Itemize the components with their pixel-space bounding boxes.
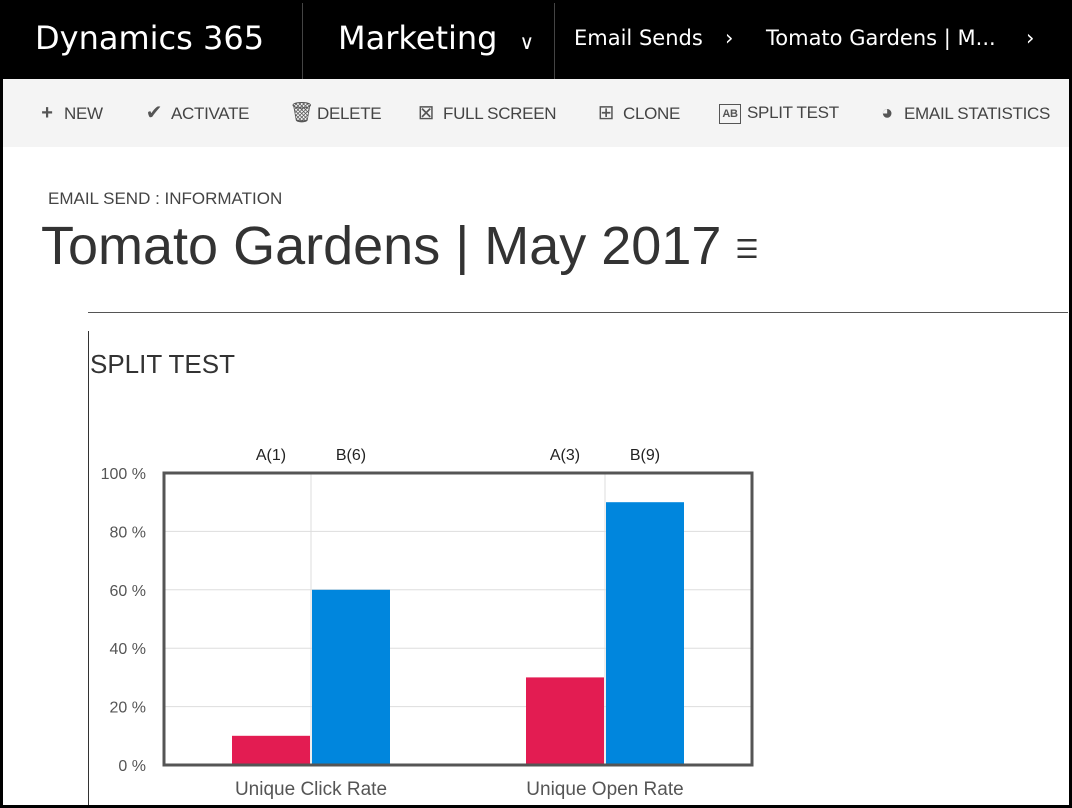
section-border xyxy=(88,331,89,805)
bar-top-label: A(1) xyxy=(256,447,286,464)
clone-icon: ⊞ xyxy=(597,102,615,124)
form-crumb: EMAIL SEND : INFORMATION xyxy=(48,189,283,208)
header-divider xyxy=(88,312,1068,313)
module-selector[interactable]: Marketing ∨ xyxy=(338,3,534,79)
breadcrumb-email-sends[interactable]: Email Sends xyxy=(574,26,703,50)
split-test-icon: AB xyxy=(719,103,741,124)
top-nav-bar: Dynamics 365 Marketing ∨ Email Sends › To… xyxy=(3,3,1069,79)
bar-top-label: B(9) xyxy=(630,447,660,464)
split-test-label: SPLIT TEST xyxy=(747,103,839,122)
bar xyxy=(312,589,390,765)
command-bar: + NEW ✔ ACTIVATE 🗑︎ DELETE ⊠ FULL SCREEN ⊞ CL… xyxy=(3,79,1069,147)
record-title: Tomato Gardens | May 2017 xyxy=(41,216,722,276)
section-title: SPLIT TEST xyxy=(90,349,235,379)
trash-icon: 🗑︎ xyxy=(289,102,315,124)
y-tick-label: 80 % xyxy=(110,524,146,541)
bar-top-label: A(3) xyxy=(550,447,580,464)
plus-icon: + xyxy=(41,102,53,124)
check-icon: ✔ xyxy=(145,102,163,124)
email-statistics-button[interactable]: ◕ EMAIL STATISTICS xyxy=(876,79,1050,147)
app-name[interactable]: Dynamics 365 xyxy=(35,19,265,57)
bar xyxy=(232,735,310,765)
chevron-down-icon: ∨ xyxy=(519,30,535,54)
y-tick-label: 60 % xyxy=(110,583,146,600)
page-title: Tomato Gardens | May 2017 ☰ xyxy=(41,215,759,277)
activate-label: ACTIVATE xyxy=(171,104,250,123)
new-button[interactable]: + NEW xyxy=(36,79,103,147)
divider xyxy=(554,3,555,79)
plot-border xyxy=(162,471,754,767)
form-menu-icon[interactable]: ☰ xyxy=(735,234,759,265)
split-test-chart: 0 % 20 % 40 % 60 % 80 % 100 % A(1) B(6) Unique C… xyxy=(101,447,754,800)
clone-label: CLONE xyxy=(623,104,681,123)
new-label: NEW xyxy=(64,104,103,123)
activate-button[interactable]: ✔ ACTIVATE xyxy=(143,79,250,147)
clone-button[interactable]: ⊞ CLONE xyxy=(595,79,681,147)
full-screen-icon: ⊠ xyxy=(417,102,435,124)
delete-label: DELETE xyxy=(317,104,382,123)
chevron-right-icon[interactable]: › xyxy=(1026,26,1035,50)
breadcrumb-record[interactable]: Tomato Gardens | M... xyxy=(766,26,996,50)
y-tick-label: 0 % xyxy=(118,758,146,775)
app-window: Dynamics 365 Marketing ∨ Email Sends › To… xyxy=(3,3,1069,805)
pie-chart-icon: ◕ xyxy=(881,102,893,124)
full-screen-button[interactable]: ⊠ FULL SCREEN xyxy=(415,79,557,147)
x-category-label: Unique Open Rate xyxy=(526,779,683,800)
bar xyxy=(606,502,684,765)
bar xyxy=(526,677,604,765)
delete-button[interactable]: 🗑︎ DELETE xyxy=(289,79,382,147)
bar-top-label: B(6) xyxy=(336,447,366,464)
chevron-right-icon: › xyxy=(725,26,734,50)
full-screen-label: FULL SCREEN xyxy=(443,104,557,123)
y-tick-label: 100 % xyxy=(101,466,146,483)
module-label: Marketing xyxy=(338,19,498,57)
y-tick-label: 40 % xyxy=(110,641,146,658)
divider xyxy=(302,3,303,79)
split-test-button[interactable]: AB SPLIT TEST xyxy=(719,79,839,147)
y-tick-label: 20 % xyxy=(110,700,146,717)
email-statistics-label: EMAIL STATISTICS xyxy=(904,104,1051,123)
x-category-label: Unique Click Rate xyxy=(235,779,387,800)
